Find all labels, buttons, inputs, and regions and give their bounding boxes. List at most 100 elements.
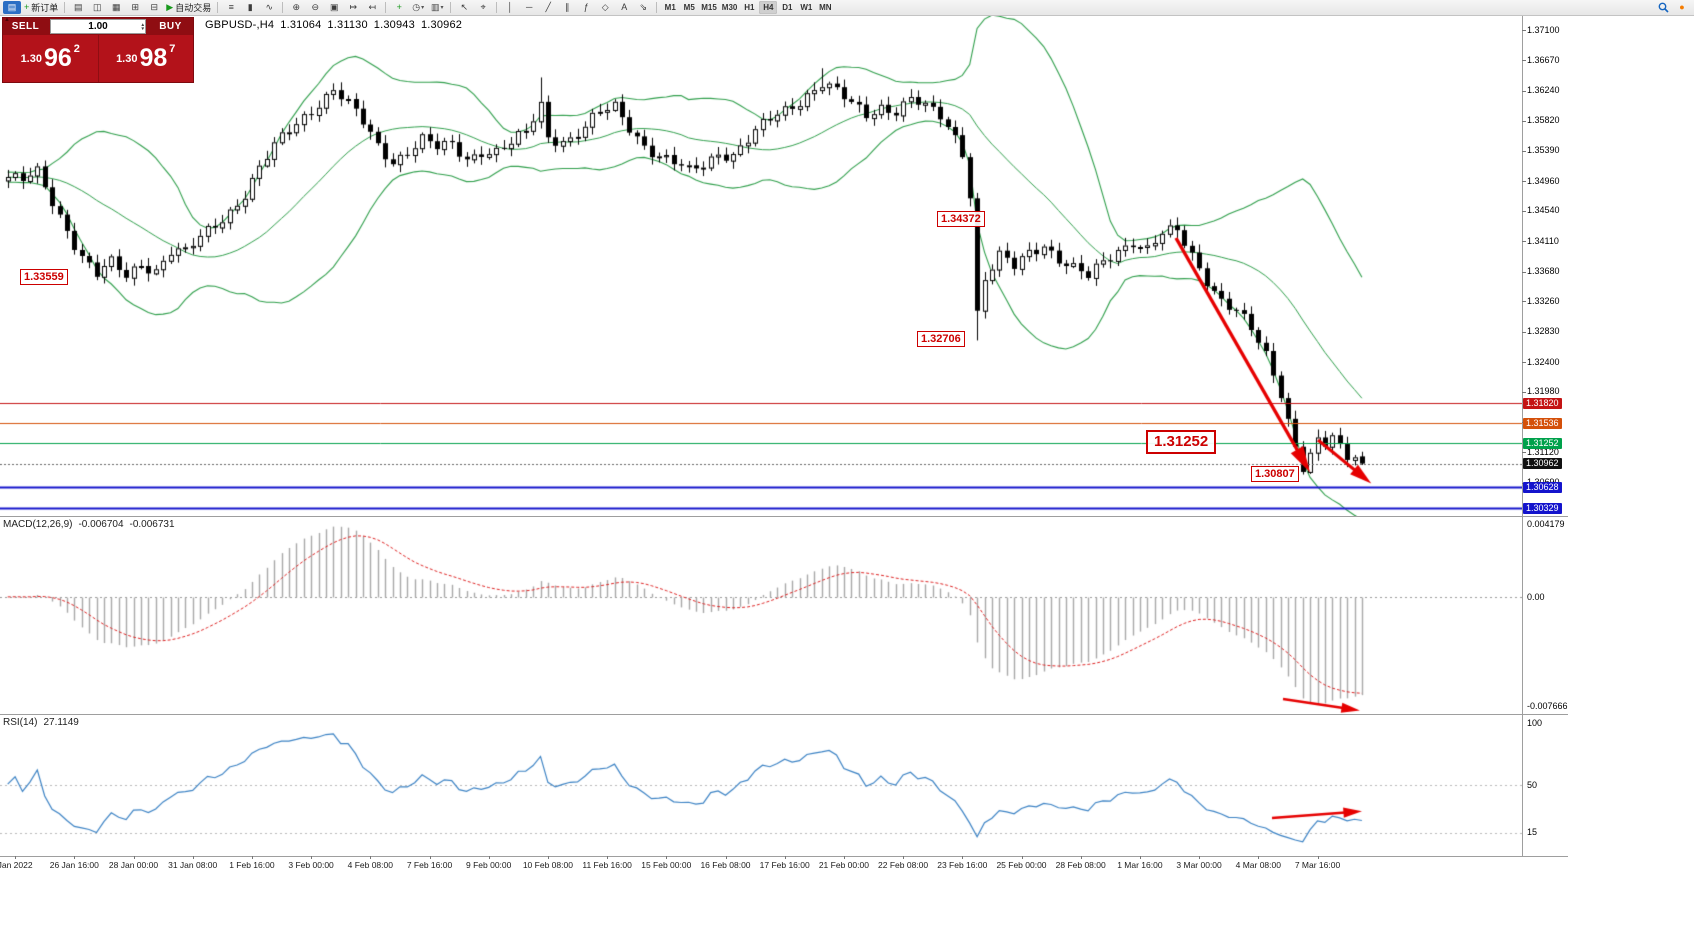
macd-indicator-panel[interactable] [0,516,1522,714]
chevron-down-icon: ▾ [421,5,425,11]
market-watch-icon[interactable]: ▦ [107,1,125,14]
price-callout-label[interactable]: 1.32706 [917,331,965,347]
horizontal-line-icon[interactable]: ─ [520,1,538,14]
high-value: 1.31130 [327,19,368,31]
timeframe-button-M1[interactable]: M1 [664,3,676,12]
axis-tick [1522,181,1526,182]
indicators-icon[interactable]: + [390,1,408,14]
macd-axis-min: -0.007666 [1527,700,1568,711]
timeframe-button-MN[interactable]: MN [819,3,832,12]
time-axis-label: 26 Jan 16:00 [49,860,99,870]
candlestick-chart-icon[interactable]: ▮ [241,1,259,14]
time-axis-label: 11 Feb 16:00 [582,860,632,870]
terminal-icon[interactable]: ⊟ [145,1,163,14]
volume-input[interactable]: 1.00 ▴ ▾ [50,19,146,34]
price-callout-label[interactable]: 1.33559 [20,269,68,285]
timeframe-button-D1[interactable]: D1 [782,3,793,12]
buy-tab[interactable]: BUY [159,21,182,32]
time-axis-label: 21 Feb 00:00 [818,860,869,870]
rsi-header: RSI(14) 27.1149 [3,717,85,728]
chart-shift-icon[interactable]: ↤ [363,1,381,14]
time-tick [903,856,904,859]
axis-label: 1.36240 [1527,85,1560,96]
new-order-button-label: 新订单 [31,3,59,13]
price-callout-label[interactable]: 1.34372 [937,211,985,227]
axis-label: 1.36670 [1527,54,1560,65]
app-icon[interactable]: ▤ [3,1,21,14]
line-chart-icon[interactable]: ∿ [260,1,278,14]
tile-windows-icon[interactable]: ▣ [325,1,343,14]
volume-spinner: ▴ ▾ [141,20,144,33]
text-icon: A [621,2,628,12]
time-tick [1258,856,1259,859]
zoom-out-icon[interactable]: ⊖ [306,1,324,14]
channel-icon[interactable]: ∥ [558,1,576,14]
timeframe-button-M15[interactable]: M15 [701,3,717,12]
timeframe-button-M5[interactable]: M5 [683,3,695,12]
time-tick [726,856,727,859]
shapes-icon[interactable]: ◇ [596,1,614,14]
panel-separator[interactable] [0,516,1568,517]
axis-label: 1.33680 [1527,266,1560,277]
panel-separator[interactable] [0,714,1568,715]
templates-icon[interactable]: ▥ ▾ [428,1,446,14]
price-callout-label[interactable]: 1.30807 [1251,466,1299,482]
time-axis-label: 28 Feb 08:00 [1055,860,1106,870]
axis-label: 1.32400 [1527,356,1560,367]
axis-label: 1.33260 [1527,295,1560,306]
autotrading-button[interactable]: ▶ 自动交易 [164,1,213,14]
cursor-icon: ↖ [460,2,468,12]
symbol-period-label: GBPUSD-,H4 [205,19,275,31]
profiles-icon[interactable]: ◫ [88,1,106,14]
crosshair-icon[interactable]: ⌖ [474,1,492,14]
periods-icon: ◷ [412,2,421,12]
axis-tick [1522,211,1526,212]
new-order-button[interactable]: + 新订单 [22,1,60,14]
timeframe-button-H4[interactable]: H4 [759,1,778,14]
axis-label: 1.35390 [1527,145,1560,156]
main-price-chart[interactable] [0,16,1522,516]
time-tick [1081,856,1082,859]
text-icon[interactable]: A [615,1,633,14]
arrows-icon[interactable]: ⇘ [634,1,652,14]
timeframe-button-H1[interactable]: H1 [744,3,755,12]
vertical-line-icon: │ [507,2,514,12]
zoom-in-icon[interactable]: ⊕ [287,1,305,14]
fibonacci-icon[interactable]: ƒ [577,1,595,14]
rsi-indicator-panel[interactable] [0,714,1522,856]
price-callout-label[interactable]: 1.31252 [1146,430,1217,454]
charts-window-icon[interactable]: ▤ [69,1,87,14]
macd-main-value: -0.006704 [78,519,124,530]
vertical-line-icon[interactable]: │ [501,1,519,14]
trendline-icon[interactable]: ╱ [539,1,557,14]
timeframe-button-M30[interactable]: M30 [721,3,738,12]
volume-down-icon[interactable]: ▾ [141,25,144,32]
sell-tab[interactable]: SELL [11,21,40,32]
search-icon[interactable] [1654,1,1672,14]
buy-price-button[interactable]: 1.30 98 7 [97,35,194,82]
one-click-header: SELL 1.00 ▴ ▾ BUY [3,18,193,35]
time-axis-label: 4 Feb 08:00 [347,860,393,870]
time-axis-label: 4 Mar 08:00 [1235,860,1281,870]
macd-label: MACD(12,26,9) [3,519,73,530]
toolbar-separator [217,2,219,13]
periods-icon[interactable]: ◷ ▾ [409,1,427,14]
volume-up-icon[interactable]: ▴ [141,21,144,28]
toolbar: ▤ + 新订单 ▤ ◫ ▦ ⊞ ⊟ ▶ 自动交易 ≡ ▮ ∿ ⊕ ⊖ ▣ ↦ ↤ + ◷ ▾ ▥ ▾ ↖ ⌖ │ ─ ╱ ∥ ƒ ◇ A ⇘ M1… [0,0,1694,16]
community-icon[interactable]: ● [1673,1,1691,14]
one-click-collapse-icon[interactable]: ▲ [4,17,10,23]
auto-scroll-icon[interactable]: ↦ [344,1,362,14]
time-axis-label: 22 Feb 08:00 [878,860,929,870]
sell-price-button[interactable]: 1.30 96 2 [3,35,98,82]
axis-label: 1.31120 [1527,446,1559,457]
open-value: 1.31064 [280,19,322,31]
axis-label: 1.34110 [1527,235,1559,246]
bar-chart-icon[interactable]: ≡ [222,1,240,14]
sell-price-big: 96 [43,43,72,72]
navigator-icon[interactable]: ⊞ [126,1,144,14]
timeframe-button-W1[interactable]: W1 [800,3,813,12]
cursor-icon[interactable]: ↖ [455,1,473,14]
crosshair-icon: ⌖ [480,2,486,12]
axis-label: 1.32830 [1527,326,1560,337]
price-axis-highlight-label: 1.31536 [1523,417,1562,429]
